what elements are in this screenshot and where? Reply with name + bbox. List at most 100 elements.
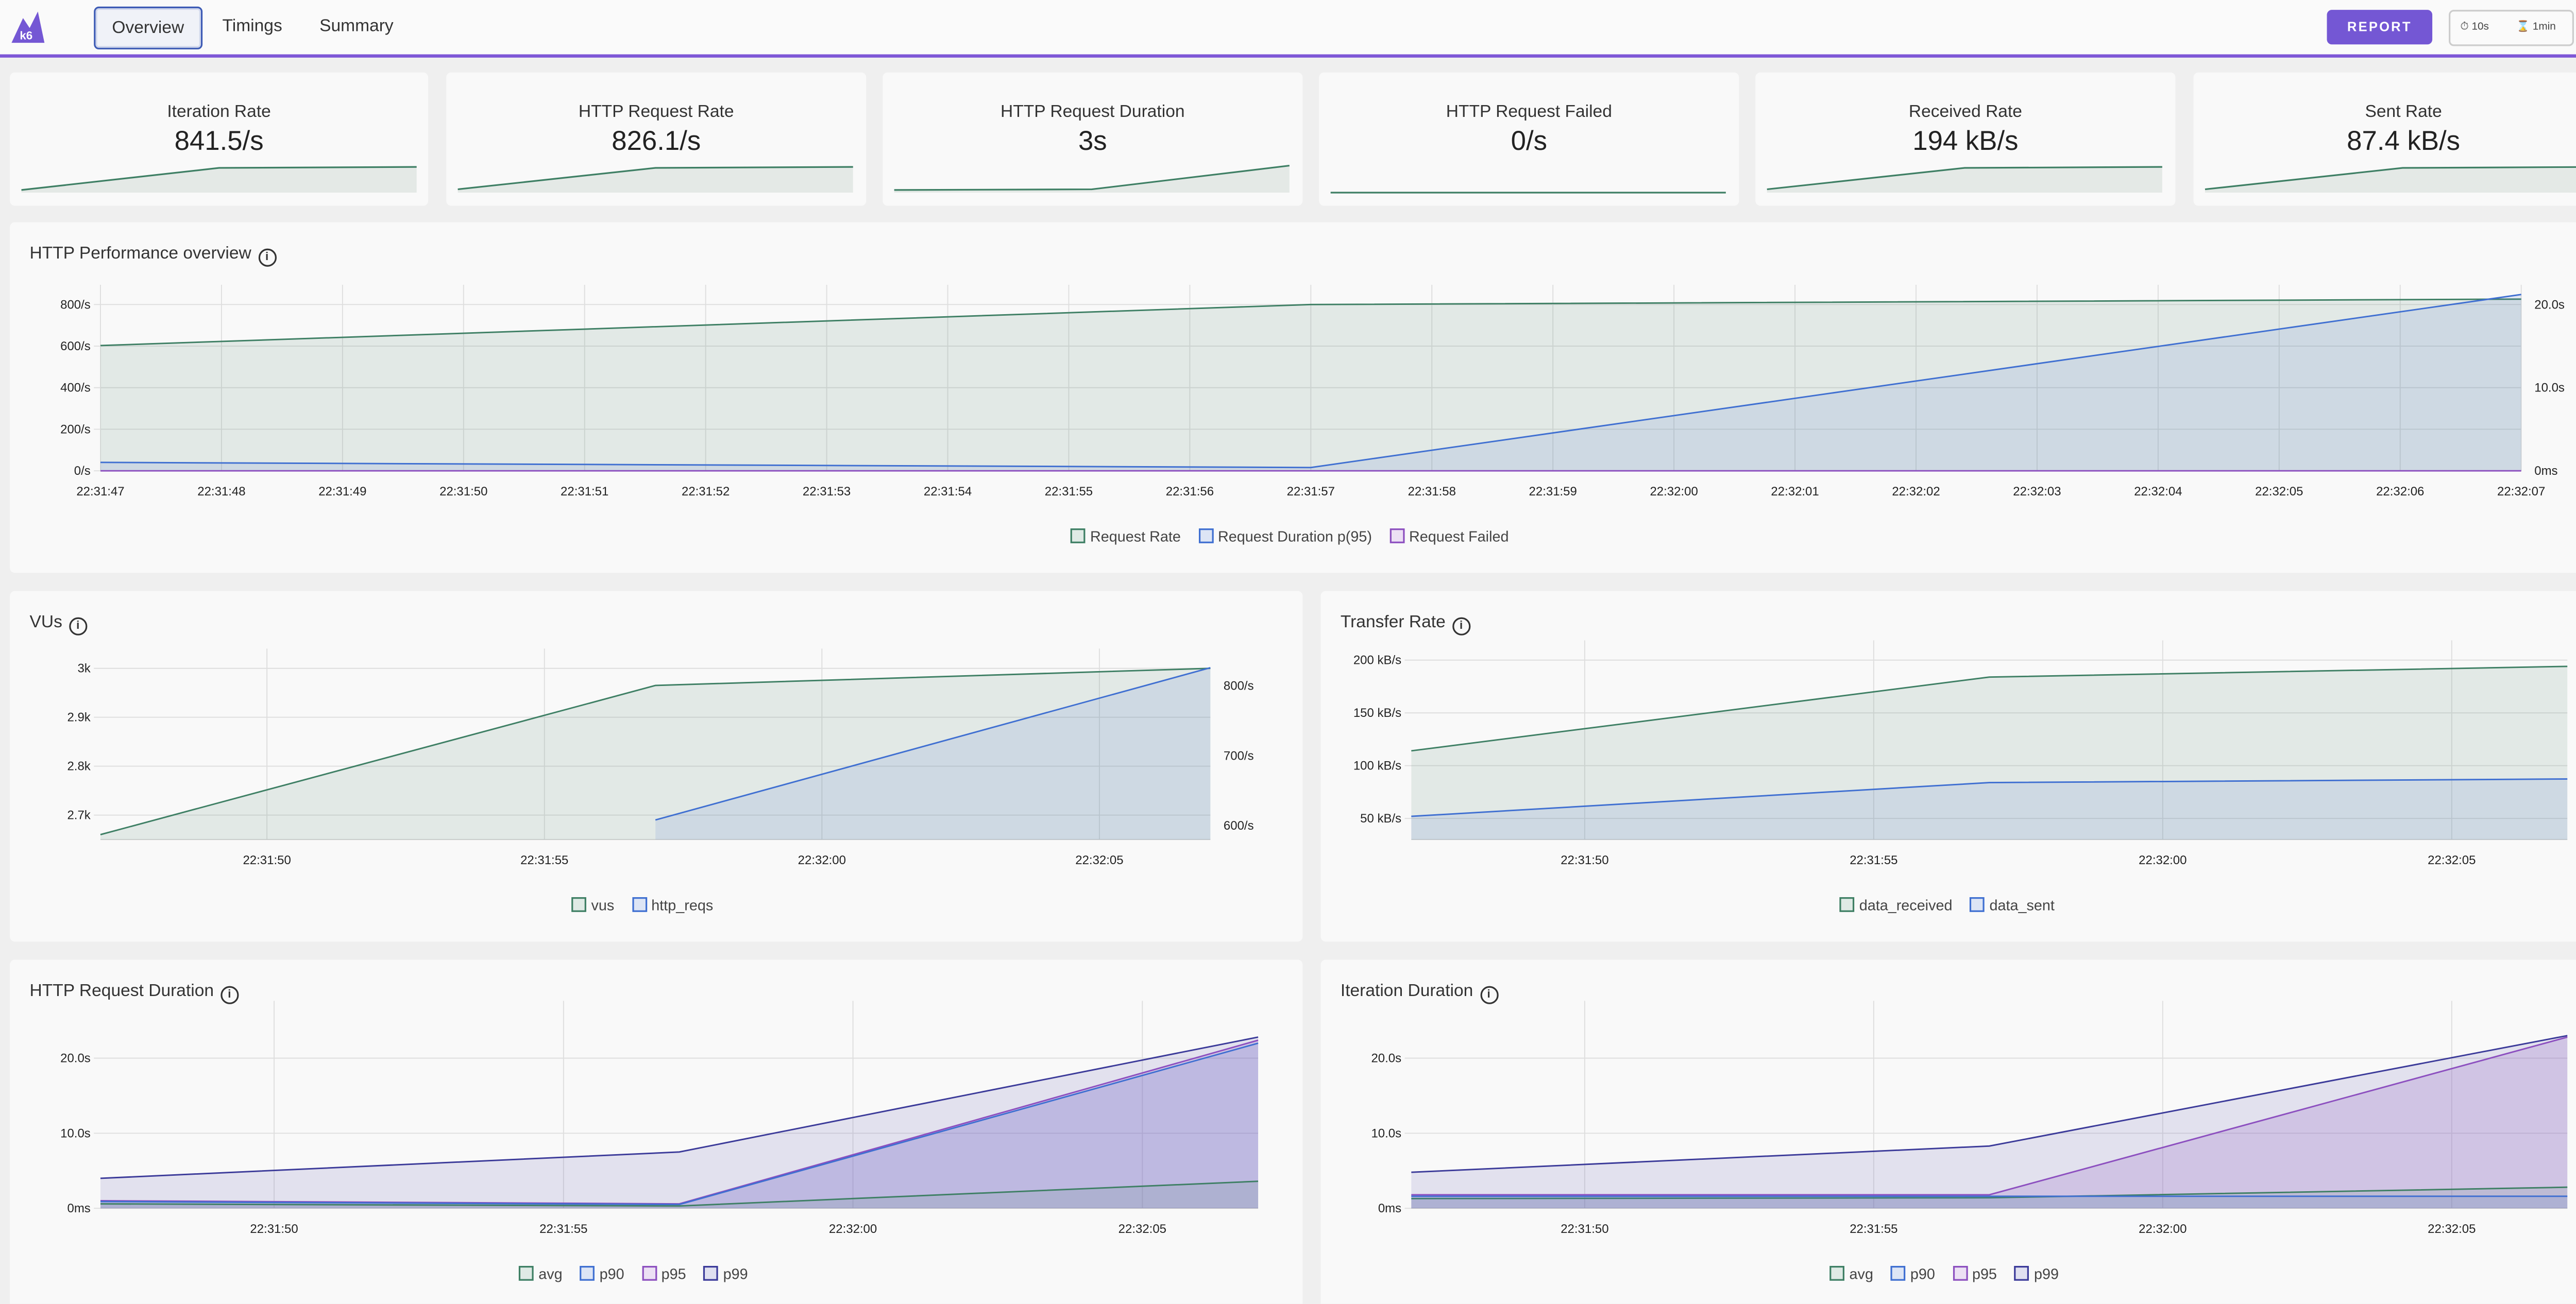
- tab-overview[interactable]: Overview: [94, 6, 202, 49]
- y-tick-label: 20.0s: [1371, 1052, 1401, 1066]
- top-navigation-bar: k6 Overview Timings Summary REPORT ⏱ 10s…: [0, 0, 2576, 58]
- period-label: 10s: [2471, 21, 2489, 33]
- stat-value: 3s: [1078, 127, 1107, 157]
- series-area-p90: [100, 1043, 1259, 1209]
- y-tick-label: 150 kB/s: [1353, 706, 1401, 720]
- stat-value: 87.4 kB/s: [2347, 127, 2461, 157]
- legend-item-avg[interactable]: avg: [518, 1266, 563, 1282]
- stat-title: Sent Rate: [2365, 102, 2442, 122]
- stat-card-received-rate: Received Rate 194 kB/s: [1755, 72, 2176, 206]
- x-tick-label: 22:31:55: [1850, 1222, 1897, 1236]
- series-area-data-received: [1411, 666, 2568, 840]
- y-tick-label: 400/s: [60, 381, 91, 395]
- x-tick-label: 22:32:00: [2139, 853, 2187, 867]
- legend-item-p95[interactable]: p95: [1952, 1266, 1997, 1282]
- tab-timings[interactable]: Timings: [222, 16, 282, 37]
- http-performance-overview-panel: HTTP Performance overview i 22:31:47 22:31…: [10, 222, 2576, 573]
- legend-item-p90[interactable]: p90: [580, 1266, 624, 1282]
- legend-item-vus[interactable]: vus: [571, 897, 614, 914]
- y-tick-label: 3k: [77, 662, 91, 676]
- y-tick-label: 0ms: [1378, 1202, 1401, 1215]
- legend-item-request-rate[interactable]: Request Rate: [1070, 528, 1181, 545]
- stat-value: 826.1/s: [612, 127, 701, 157]
- y-tick-label: 50 kB/s: [1360, 812, 1401, 826]
- sparkline-line: [21, 166, 417, 191]
- y-tick-label: 800/s: [60, 298, 91, 312]
- x-tick-label: 22:32:03: [2013, 485, 2061, 499]
- y-tick-label: 200 kB/s: [1353, 654, 1401, 667]
- svg-text:k6: k6: [20, 29, 32, 42]
- sparkline-line: [2205, 166, 2576, 191]
- time-range-label: 1min: [2532, 21, 2556, 33]
- x-tick-label: 22:31:54: [924, 485, 972, 499]
- stat-value: 841.5/s: [174, 127, 264, 157]
- k6-logo-icon[interactable]: k6: [10, 8, 46, 44]
- chart-legend: avg p90 p95 p99: [512, 1266, 754, 1282]
- http-request-duration-panel: HTTP Request Duration i 22:31:50 22:31:55 2…: [10, 959, 1303, 1304]
- legend-item-p99[interactable]: p99: [2014, 1266, 2059, 1282]
- legend-item-data-received[interactable]: data_received: [1839, 897, 1952, 914]
- x-tick-label: 22:31:53: [803, 485, 851, 499]
- x-tick-label: 22:31:47: [76, 485, 124, 499]
- info-icon[interactable]: i: [1480, 986, 1498, 1004]
- series-line-http-reqs: [655, 667, 1211, 821]
- hourglass-icon: ⌛: [2516, 21, 2530, 33]
- series-area-request-duration-p-95: [100, 294, 2521, 471]
- legend-item-avg[interactable]: avg: [1829, 1266, 1873, 1282]
- series-line-data-sent: [1411, 778, 2568, 817]
- panel-title: VUs i: [30, 612, 87, 636]
- legend-item-p95[interactable]: p95: [641, 1266, 686, 1282]
- legend-item-http-reqs[interactable]: http_reqs: [631, 897, 713, 914]
- series-area-p95: [100, 1040, 1259, 1209]
- stat-card-iteration-rate: Iteration Rate 841.5/s: [10, 72, 429, 206]
- legend-item-request-failed[interactable]: Request Failed: [1389, 528, 1509, 545]
- chart-grid: [1404, 1001, 2568, 1209]
- x-tick-label: 22:31:59: [1529, 485, 1577, 499]
- sparkline: [894, 164, 1290, 193]
- sparkline-area: [1767, 167, 2162, 193]
- chart-legend: data_received data_sent: [1833, 897, 2061, 914]
- period-selector[interactable]: ⏱ 10s: [2460, 11, 2489, 44]
- info-icon[interactable]: i: [220, 986, 239, 1004]
- legend-item-p99[interactable]: p99: [703, 1266, 748, 1282]
- stat-title: Iteration Rate: [167, 102, 271, 122]
- panel-title: HTTP Request Duration i: [30, 981, 239, 1004]
- y-tick-label: 200/s: [60, 422, 91, 436]
- legend-item-data-sent[interactable]: data_sent: [1970, 897, 2055, 914]
- report-button[interactable]: REPORT: [2327, 10, 2433, 45]
- tab-summary[interactable]: Summary: [319, 16, 394, 37]
- time-range-selector[interactable]: ⌛ 1min: [2516, 11, 2556, 44]
- legend-item-p90[interactable]: p90: [1890, 1266, 1935, 1282]
- sparkline: [1767, 166, 2162, 193]
- series-area-request-rate: [100, 299, 2521, 471]
- series-line-request-rate: [100, 298, 2521, 347]
- series-area-avg: [100, 1181, 1259, 1209]
- x-tick-label: 22:31:50: [250, 1222, 298, 1236]
- y2-tick-label: 600/s: [1224, 819, 1254, 833]
- info-icon[interactable]: i: [258, 248, 276, 267]
- info-icon[interactable]: i: [69, 617, 87, 636]
- sparkline-area: [894, 165, 1290, 193]
- overview-chart: 22:31:47 22:31:48 22:31:49 22:31:50 22:31:51…: [60, 284, 2565, 499]
- chart-grid: [94, 1001, 1259, 1209]
- stat-card-http-request-failed: HTTP Request Failed 0/s: [1319, 72, 1739, 206]
- x-tick-label: 22:32:00: [2139, 1222, 2187, 1236]
- series-line-avg: [100, 1180, 1259, 1207]
- sparkline-line: [894, 164, 1290, 191]
- sparkline: [457, 166, 853, 193]
- x-tick-label: 22:32:00: [1650, 485, 1698, 499]
- x-tick-label: 22:32:04: [2134, 485, 2182, 499]
- info-icon[interactable]: i: [1452, 617, 1470, 636]
- sparkline-area: [21, 167, 417, 193]
- y2-tick-label: 700/s: [1224, 749, 1254, 763]
- x-tick-label: 22:31:48: [197, 485, 245, 499]
- x-tick-label: 22:31:55: [1850, 853, 1897, 867]
- vus-panel: VUs i 22:31:50 22:31:55 22:32:00 22:32:05 2.7…: [10, 591, 1303, 942]
- y2-tick-label: 800/s: [1224, 679, 1254, 693]
- chart-legend: avg p90 p95 p99: [1823, 1266, 2065, 1282]
- panel-title: Transfer Rate i: [1341, 612, 1470, 636]
- panel-title: HTTP Performance overview i: [30, 244, 276, 267]
- legend-item-request-duration[interactable]: Request Duration p(95): [1198, 528, 1372, 545]
- y-tick-label: 2.9k: [67, 711, 91, 725]
- panel-title: Iteration Duration i: [1341, 981, 1498, 1004]
